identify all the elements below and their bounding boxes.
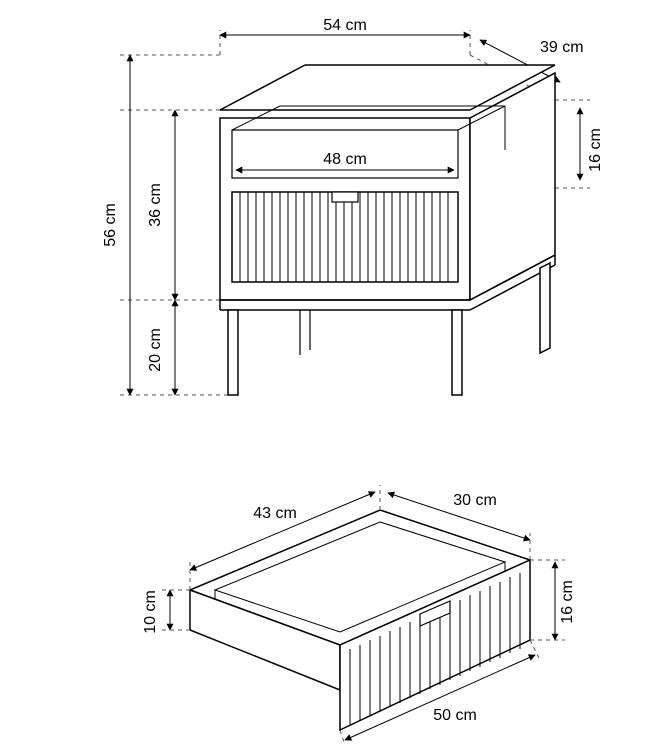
dim-leg-height: 20 cm bbox=[147, 328, 164, 372]
drawing-svg: 54 cm 39 cm 16 cm 56 cm 36 cm 20 cm bbox=[0, 0, 655, 750]
dim-body-height: 36 cm bbox=[147, 183, 164, 227]
dim-cabinet-depth: 39 cm bbox=[540, 39, 584, 56]
dim-drawer-length: 43 cm bbox=[253, 505, 297, 522]
dim-drawer-inner-h: 10 cm bbox=[142, 590, 159, 634]
dim-drawer-front-h: 16 cm bbox=[559, 580, 576, 624]
cabinet-drawing: 54 cm 39 cm 16 cm 56 cm 36 cm 20 cm bbox=[102, 17, 604, 395]
dim-total-height: 56 cm bbox=[102, 203, 119, 247]
drawer-drawing: 43 cm 30 cm 10 cm 16 cm 50 cm bbox=[142, 485, 576, 745]
technical-drawing-page: 54 cm 39 cm 16 cm 56 cm 36 cm 20 cm bbox=[0, 0, 655, 750]
dim-shelf-height: 16 cm bbox=[587, 128, 604, 172]
dim-drawer-width: 30 cm bbox=[453, 492, 497, 509]
dim-drawer-front-w: 50 cm bbox=[433, 707, 477, 724]
dim-cabinet-width: 54 cm bbox=[323, 17, 367, 34]
dim-inner-width: 48 cm bbox=[323, 151, 367, 168]
